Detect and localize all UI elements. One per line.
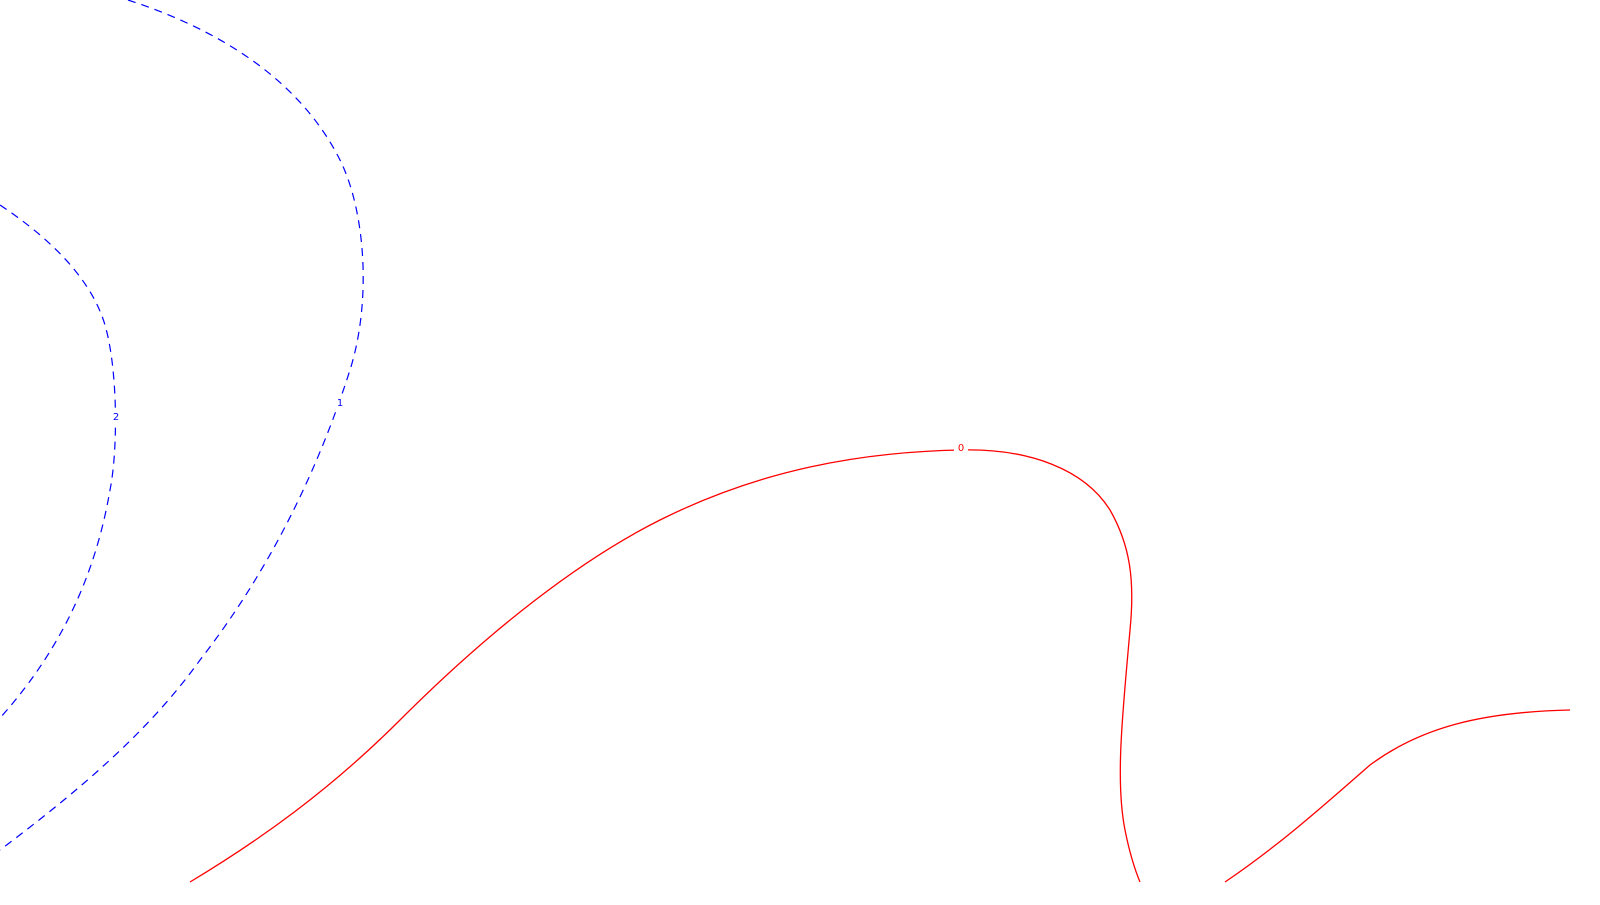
contour-label-bg-0	[954, 440, 968, 454]
contour-label-2: 2	[113, 412, 119, 423]
contour-label-1: 1	[337, 398, 343, 409]
contour-label-bg-1	[334, 395, 346, 409]
contour-line-0-segment-2	[1224, 709, 1571, 883]
contour-line-0	[189, 449, 1141, 883]
contour-label-bg-2	[110, 409, 122, 423]
contour-label-0: 0	[958, 443, 964, 454]
contour-line-2	[0, 204, 117, 719]
contour-line-1	[0, 0, 364, 851]
